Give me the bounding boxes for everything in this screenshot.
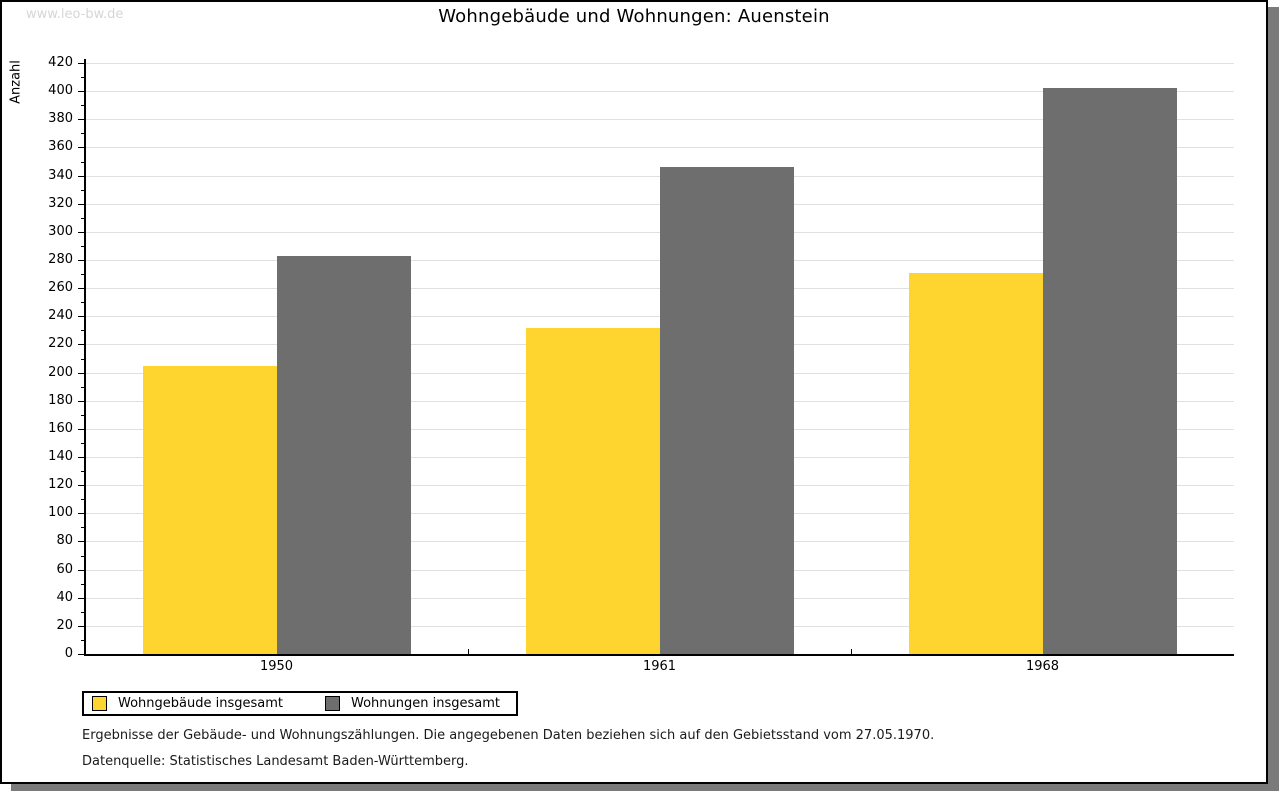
y-axis-tick-label: 320	[48, 195, 73, 211]
y-axis-tick-label: 60	[56, 561, 73, 577]
y-axis-tick-label: 360	[48, 139, 73, 155]
y-axis-tick	[81, 189, 85, 191]
y-axis-tick-label: 80	[56, 533, 73, 549]
y-axis-tick-label: 340	[48, 167, 73, 183]
y-axis-tick	[81, 105, 85, 107]
y-axis-tick	[78, 654, 85, 655]
bar-wohnungen-1961	[659, 167, 794, 654]
gridline	[85, 119, 1234, 121]
y-axis-tick-label: 380	[48, 111, 73, 127]
legend-swatch-wohnungen	[325, 696, 340, 711]
y-axis-tick	[78, 119, 85, 121]
x-axis-tick	[851, 649, 852, 654]
y-axis-tick-label: 120	[48, 477, 73, 493]
y-axis-tick	[78, 457, 85, 458]
y-axis-tick-label: 260	[48, 280, 73, 296]
y-axis-tick-label: 160	[48, 420, 73, 436]
y-axis-tick	[78, 344, 85, 346]
y-axis-tick	[81, 133, 85, 135]
y-axis-tick-label: 300	[48, 223, 73, 239]
y-axis-tick	[81, 555, 85, 557]
y-axis-tick-label: 240	[48, 308, 73, 324]
x-axis-tick-label: 1950	[259, 659, 294, 674]
y-axis-label: Anzahl	[8, 60, 24, 104]
footnote-datenquelle: Datenquelle: Statistisches Landesamt Bad…	[82, 754, 469, 769]
y-axis-tick	[81, 414, 85, 416]
y-axis-tick	[78, 625, 85, 627]
y-axis-tick-label: 20	[56, 617, 73, 633]
x-axis-tick	[468, 649, 469, 654]
y-axis-tick	[78, 175, 85, 177]
y-axis-tick-label: 200	[48, 364, 73, 380]
y-axis-tick-label: 0	[64, 646, 73, 661]
y-axis-tick	[78, 485, 85, 487]
bar-wohngebaeude-1961	[525, 327, 660, 654]
legend: Wohngebäude insgesamt Wohnungen insgesam…	[82, 691, 518, 716]
y-axis-tick	[81, 161, 85, 163]
y-axis-tick	[78, 147, 85, 149]
y-axis-tick	[81, 611, 85, 613]
y-axis-tick	[81, 386, 85, 388]
legend-item-wohngebaeude: Wohngebäude insgesamt	[92, 696, 283, 711]
y-axis-tick	[81, 302, 85, 304]
y-axis-tick-label: 140	[48, 449, 73, 464]
x-axis-tick-label: 1961	[642, 659, 677, 674]
y-axis-tick	[81, 583, 85, 585]
gridline	[85, 147, 1234, 149]
y-axis-tick	[81, 274, 85, 276]
y-axis-tick	[78, 316, 85, 318]
bar-wohnungen-1950	[276, 255, 411, 654]
y-axis-tick-label: 40	[56, 589, 73, 605]
x-axis-tick-label: 1968	[1025, 659, 1060, 674]
bar-wohngebaeude-1968	[908, 272, 1043, 654]
y-axis-tick	[78, 372, 85, 374]
bar-wohnungen-1968	[1042, 88, 1177, 654]
y-axis-tick	[81, 77, 85, 79]
y-axis-tick	[78, 231, 85, 233]
y-axis-tick	[81, 330, 85, 332]
y-axis-tick-label: 100	[48, 505, 73, 521]
y-axis-line	[84, 59, 86, 655]
y-axis-tick	[81, 245, 85, 247]
y-axis-tick	[78, 260, 85, 261]
y-axis-tick	[78, 63, 85, 64]
gridline	[85, 63, 1234, 64]
y-axis-tick	[78, 541, 85, 543]
y-axis-tick	[81, 471, 85, 473]
y-axis-tick	[81, 442, 85, 444]
y-axis-tick	[78, 513, 85, 515]
y-axis-tick	[78, 569, 85, 571]
legend-item-wohnungen: Wohnungen insgesamt	[325, 696, 500, 711]
y-axis-tick	[81, 639, 85, 641]
legend-label-wohngebaeude: Wohngebäude insgesamt	[118, 696, 283, 711]
y-axis-tick	[78, 91, 85, 93]
y-axis-tick	[81, 358, 85, 360]
y-axis-tick	[78, 597, 85, 599]
bar-wohngebaeude-1950	[142, 365, 277, 654]
y-axis-tick	[81, 217, 85, 219]
y-axis-tick	[78, 288, 85, 290]
y-axis-tick	[78, 400, 85, 402]
y-axis-tick-label: 400	[48, 83, 73, 99]
y-axis-tick	[81, 499, 85, 501]
y-axis-tick-label: 420	[48, 55, 73, 70]
legend-label-wohnungen: Wohnungen insgesamt	[351, 696, 500, 711]
y-axis-tick	[78, 203, 85, 205]
y-axis-tick-label: 280	[48, 252, 73, 267]
x-axis-line	[84, 654, 1234, 656]
chart-title: Wohngebäude und Wohnungen: Auenstein	[438, 6, 830, 27]
y-axis-tick-label: 180	[48, 392, 73, 408]
watermark: www.leo-bw.de	[26, 7, 124, 22]
y-axis-tick	[81, 527, 85, 529]
gridline	[85, 91, 1234, 93]
plot-area	[85, 63, 1234, 654]
y-axis-tick-label: 220	[48, 336, 73, 352]
footnote-gebietsstand: Ergebnisse der Gebäude- und Wohnungszähl…	[82, 728, 935, 743]
y-axis-tick	[78, 428, 85, 430]
legend-swatch-wohngebaeude	[92, 696, 107, 711]
